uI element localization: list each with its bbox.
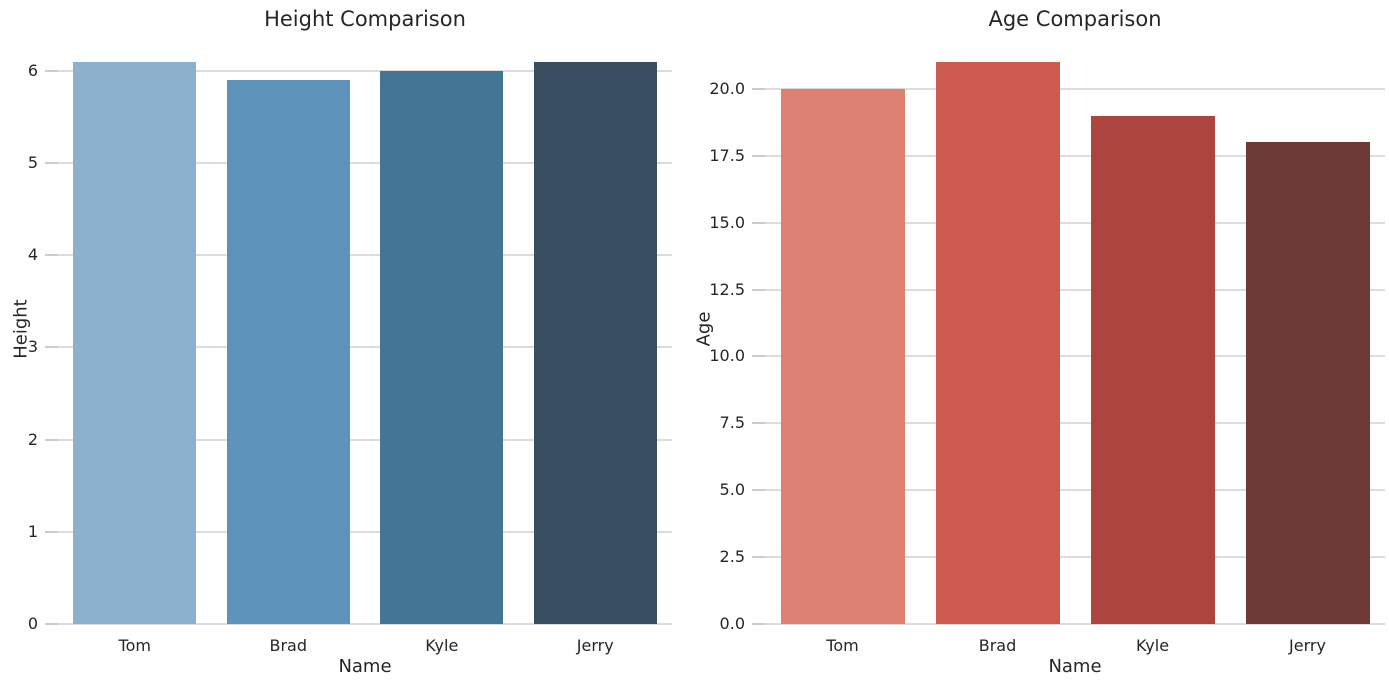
y-tick-mark	[752, 623, 765, 625]
y-tick-label: 17.5	[709, 145, 745, 165]
y-axis-label: Age	[693, 311, 715, 347]
gridline	[765, 221, 1385, 224]
gridline	[765, 556, 1385, 559]
gridline	[58, 530, 672, 533]
y-tick-mark	[45, 346, 58, 349]
bar-tom	[780, 88, 905, 624]
y-tick-label: 5.0	[719, 480, 745, 500]
y-tick-mark	[45, 530, 58, 533]
bar-tom	[73, 61, 197, 624]
y-tick-mark	[752, 87, 765, 90]
x-axis-label: Name	[1048, 656, 1102, 677]
y-tick-label: 0.0	[719, 614, 745, 633]
y-tick-mark	[752, 489, 765, 492]
y-tick-mark	[752, 288, 765, 291]
y-tick-mark	[752, 154, 765, 157]
gridline	[765, 489, 1385, 492]
x-tick-label: Tom	[826, 636, 859, 655]
y-tick-mark	[45, 254, 58, 257]
bar-jerry	[1245, 142, 1370, 624]
bar-brad	[935, 62, 1060, 624]
x-axis-label: Name	[338, 656, 392, 677]
bar-kyle	[1090, 115, 1215, 624]
x-tick-label: Kyle	[425, 636, 459, 655]
x-tick-label: Brad	[978, 636, 1017, 655]
gridline	[765, 355, 1385, 358]
y-tick-label: 3	[27, 337, 38, 357]
y-tick-label: 2.5	[719, 547, 745, 567]
y-tick-label: 4	[27, 245, 38, 265]
y-tick-label: 5	[27, 153, 38, 173]
gridline	[765, 623, 1385, 625]
y-tick-mark	[752, 355, 765, 358]
y-tick-label: 7.5	[719, 413, 745, 433]
gridline	[58, 346, 672, 349]
y-tick-label: 2	[27, 429, 38, 449]
y-tick-label: 12.5	[709, 279, 745, 299]
y-tick-mark	[752, 556, 765, 559]
chart-title: Age Comparison	[988, 7, 1162, 31]
x-tick-label: Tom	[118, 636, 151, 655]
gridline	[765, 87, 1385, 90]
gridline	[58, 623, 672, 625]
y-tick-label: 10.0	[709, 346, 745, 366]
y-tick-label: 6	[27, 60, 38, 80]
y-tick-label: 20.0	[709, 78, 745, 98]
y-tick-mark	[752, 422, 765, 425]
gridline	[58, 162, 672, 165]
gridline	[58, 69, 672, 72]
y-tick-mark	[45, 438, 58, 441]
x-tick-label: Brad	[269, 636, 307, 655]
y-tick-mark	[45, 162, 58, 165]
y-tick-mark	[752, 221, 765, 224]
gridline	[58, 438, 672, 441]
gridline	[765, 154, 1385, 157]
bar-jerry	[533, 61, 657, 624]
y-tick-label: 1	[27, 521, 38, 541]
x-tick-label: Kyle	[1135, 636, 1170, 655]
gridline	[765, 422, 1385, 425]
y-tick-label: 15.0	[709, 212, 745, 232]
y-tick-mark	[45, 623, 58, 625]
gridline	[58, 254, 672, 257]
gridline	[765, 288, 1385, 291]
x-tick-label: Jerry	[576, 636, 614, 655]
bar-brad	[226, 80, 350, 624]
bar-kyle	[380, 70, 504, 624]
x-tick-label: Jerry	[1289, 636, 1326, 655]
y-tick-mark	[45, 69, 58, 72]
chart-title: Height Comparison	[264, 7, 466, 31]
y-tick-label: 0	[27, 614, 38, 633]
